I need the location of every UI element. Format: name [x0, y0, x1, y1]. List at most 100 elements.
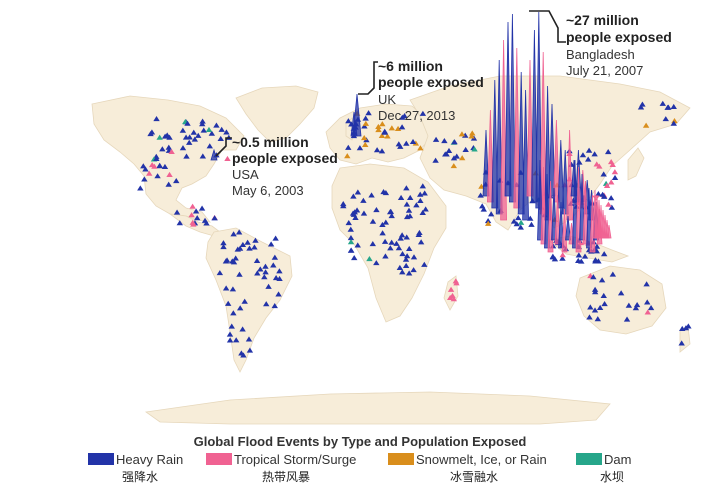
flood-marker — [254, 270, 261, 276]
legend-cn-heavy-rain: 强降水 — [122, 470, 159, 484]
flood-marker — [402, 262, 410, 268]
flood-marker — [156, 163, 163, 169]
flood-marker — [484, 218, 492, 224]
population-spike — [592, 195, 600, 201]
legend-item-snowmelt: Snowmelt, Ice, or Rain — [388, 452, 547, 467]
population-spike — [482, 129, 490, 197]
flood-marker — [605, 201, 612, 207]
flood-marker — [585, 156, 592, 162]
flood-marker — [600, 292, 607, 298]
flood-marker — [201, 217, 209, 223]
flood-marker — [403, 140, 410, 146]
population-spike — [552, 119, 560, 203]
flood-marker — [625, 302, 633, 308]
population-spike — [558, 201, 564, 249]
flood-marker — [432, 157, 439, 163]
flood-marker — [173, 209, 181, 215]
flood-marker — [419, 110, 427, 116]
legend-cn-dam: 水坝 — [600, 470, 625, 484]
population-spike — [582, 180, 589, 245]
flood-marker — [378, 148, 386, 154]
flood-marker — [381, 238, 389, 244]
flood-marker — [403, 201, 411, 207]
flood-marker — [347, 239, 355, 245]
flood-marker — [369, 241, 376, 247]
flood-marker — [213, 122, 220, 128]
legend-label-dam: Dam — [604, 452, 632, 467]
flood-marker — [347, 234, 355, 241]
flood-marker — [633, 301, 641, 308]
flood-marker — [265, 283, 272, 289]
flood-marker — [670, 103, 677, 109]
flood-marker — [388, 239, 395, 245]
flood-marker — [591, 289, 599, 295]
flood-marker — [184, 120, 191, 126]
flood-marker — [642, 122, 650, 128]
land-north-america — [91, 95, 245, 223]
flood-marker — [442, 151, 449, 157]
callout-uk-amount: ~6 million — [378, 58, 443, 74]
flood-marker — [387, 245, 394, 251]
flood-marker — [398, 124, 406, 130]
callout-usa-unit: people exposed — [232, 150, 338, 166]
flood-marker — [232, 255, 239, 261]
flood-marker — [617, 290, 625, 296]
flood-marker — [623, 316, 631, 322]
flood-marker — [179, 145, 187, 151]
flood-marker — [190, 129, 197, 135]
flood-marker — [271, 254, 279, 260]
flood-marker — [230, 310, 237, 316]
legend: Global Flood Events by Type and Populati… — [0, 434, 720, 486]
population-spike — [526, 59, 534, 197]
flood-marker — [590, 274, 597, 280]
flood-marker — [594, 316, 602, 322]
flood-marker — [395, 245, 403, 251]
flood-marker — [402, 256, 410, 262]
callout-usa-place: USA — [232, 167, 259, 182]
legend-item-dam: Dam — [576, 452, 631, 467]
flood-marker — [432, 136, 440, 142]
land-south-america — [205, 227, 293, 373]
population-spike — [537, 159, 543, 241]
flood-marker — [350, 193, 357, 199]
flood-marker — [373, 147, 381, 153]
flood-marker — [403, 253, 411, 259]
population-spike — [561, 208, 568, 253]
flood-marker — [246, 347, 254, 353]
flood-marker — [647, 304, 655, 311]
flood-marker — [366, 256, 373, 262]
flood-marker — [659, 100, 666, 106]
flood-marker — [253, 257, 261, 263]
legend-cn-snowmelt: 冰雪融水 — [450, 470, 499, 484]
flood-marker — [217, 135, 224, 141]
flood-marker — [191, 136, 199, 142]
flood-marker — [607, 195, 615, 201]
flood-marker — [587, 304, 594, 310]
callout-bangladesh-date: July 21, 2007 — [566, 63, 643, 78]
flood-marker — [382, 253, 389, 259]
legend-item-heavy-rain: Heavy Rain — [88, 452, 183, 467]
flood-marker — [153, 155, 160, 161]
flood-marker — [230, 231, 237, 237]
flood-marker — [387, 208, 395, 214]
flood-marker — [142, 166, 149, 172]
flood-marker — [586, 314, 593, 320]
flood-marker — [159, 146, 166, 152]
flood-marker — [575, 257, 582, 264]
flood-marker — [156, 134, 163, 140]
flood-marker — [261, 274, 268, 280]
population-spike — [491, 79, 499, 209]
flood-marker — [222, 285, 230, 291]
flood-marker — [446, 294, 454, 301]
legend-swatch-heavy-rain — [88, 453, 114, 465]
flood-marker — [679, 325, 686, 332]
flood-marker — [458, 155, 466, 161]
flood-marker — [595, 190, 602, 197]
flood-marker — [413, 202, 420, 208]
callout-usa-line — [215, 137, 232, 157]
flood-marker — [362, 115, 369, 121]
flood-marker — [224, 300, 232, 306]
flood-marker — [235, 229, 243, 235]
flood-marker — [403, 234, 410, 240]
flood-marker — [517, 219, 525, 225]
